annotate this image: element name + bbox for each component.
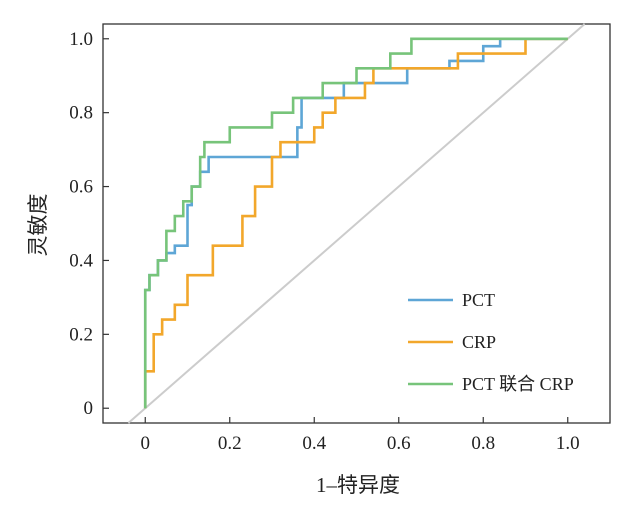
- y-tick-label: 0.6: [69, 177, 93, 198]
- reference-layer: [127, 23, 586, 424]
- axes-layer: [102, 23, 611, 424]
- y-tick-label: 0.2: [69, 324, 93, 345]
- ticks-layer: 0 0.2 0.4 0.6 0.8 1.0 0 0.2 0.4 0.6 0.8 1.0: [69, 29, 579, 454]
- legend-label-1: CRP: [462, 332, 496, 352]
- x-axis-title: 1–特异度: [316, 473, 400, 497]
- y-axis-title: 灵敏度: [26, 194, 50, 257]
- y-tick-label: 1.0: [69, 29, 93, 50]
- series-line-2: [143, 37, 568, 409]
- y-tick-label: 0: [84, 398, 94, 419]
- x-tick-label: 0.2: [218, 433, 242, 454]
- x-tick-label: 0: [141, 433, 151, 454]
- y-tick-label: 0.8: [69, 103, 93, 124]
- y-tick-label: 0.4: [69, 250, 93, 271]
- plot-frame: [102, 23, 611, 424]
- x-tick-label: 0.6: [387, 433, 411, 454]
- legend-label-2: PCT 联合 CRP: [462, 374, 574, 394]
- series-layer: [143, 37, 568, 409]
- x-tick-label: 0.8: [471, 433, 495, 454]
- legend: PCT CRP PCT 联合 CRP: [408, 290, 574, 394]
- x-tick-label: 1.0: [556, 433, 580, 454]
- reference-diagonal: [127, 23, 586, 424]
- x-tick-label: 0.4: [302, 433, 326, 454]
- legend-label-0: PCT: [462, 290, 495, 310]
